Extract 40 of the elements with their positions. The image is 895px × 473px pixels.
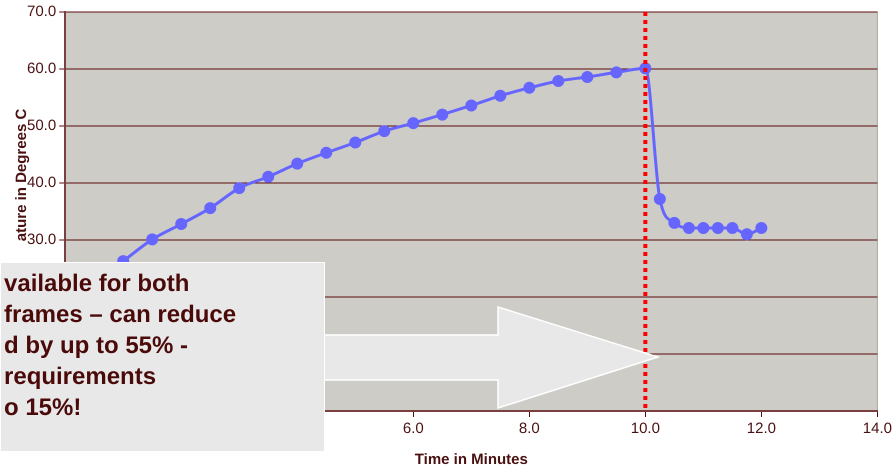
point (523, 82, 536, 94)
annotation: requirements (4, 362, 158, 392)
y-tick-label: 60.0 (26, 60, 56, 78)
y-tick-label: 70.0 (26, 3, 56, 20)
point (654, 192, 666, 205)
point (581, 70, 594, 83)
point (436, 108, 448, 121)
point (233, 182, 246, 194)
point (378, 125, 390, 138)
annotation: frames – can reduce (4, 300, 238, 330)
x-axis-title: Time in Minutes (414, 451, 528, 468)
point (146, 233, 158, 246)
point (755, 222, 768, 234)
point (668, 216, 680, 229)
point (291, 158, 304, 170)
point (610, 66, 622, 78)
x-tick-label: 6.0 (402, 420, 424, 438)
point (204, 202, 216, 214)
point (697, 222, 710, 234)
point (552, 74, 564, 87)
point (726, 222, 738, 234)
annotation: d by up to 55% - (4, 331, 190, 361)
x-tick-label: 10.0 (630, 420, 660, 438)
point (494, 90, 506, 102)
point (465, 99, 478, 112)
y-tick-label: 40.0 (26, 174, 56, 192)
annotation: o 15%! (4, 393, 82, 423)
point (682, 222, 695, 234)
point (175, 218, 188, 230)
point (407, 117, 420, 130)
x-tick-label: 12.0 (746, 420, 776, 438)
point (712, 222, 724, 234)
x-tick-label: 8.0 (518, 420, 540, 438)
y-tick-label: 50.0 (26, 117, 56, 134)
point (740, 228, 753, 240)
point (320, 146, 332, 159)
point (262, 170, 274, 183)
point (349, 136, 362, 149)
x-tick-label: 14.0 (862, 420, 892, 438)
annotation: vailable for both (4, 269, 190, 299)
